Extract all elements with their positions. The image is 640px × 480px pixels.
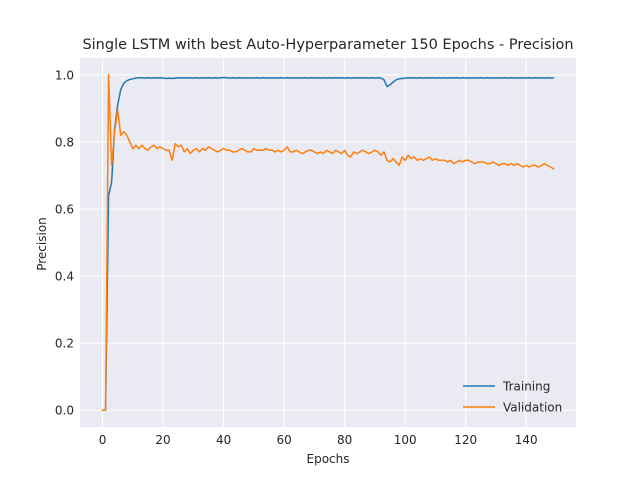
- series-layer: [101, 74, 555, 411]
- y-tick-label: 1.0: [55, 68, 74, 82]
- series-line-training: [101, 76, 555, 411]
- x-axis-ticks: 0 20 40 60 80 100 120 140: [99, 433, 538, 447]
- series-line-validation: [101, 74, 555, 411]
- x-tick-label: 120: [454, 433, 477, 447]
- x-tick-label: 40: [216, 433, 231, 447]
- x-tick-label: 140: [515, 433, 538, 447]
- y-axis-label: Precision: [35, 217, 49, 271]
- chart-title: Single LSTM with best Auto-Hyperparamete…: [82, 37, 573, 53]
- y-tick-label: 0.2: [55, 337, 74, 351]
- x-tick-label: 80: [337, 433, 352, 447]
- x-axis-label: Epochs: [307, 452, 350, 466]
- x-tick-label: 60: [276, 433, 291, 447]
- y-tick-label: 0.8: [55, 135, 74, 149]
- legend-label-validation: Validation: [503, 401, 562, 415]
- y-tick-label: 0.0: [55, 404, 74, 418]
- legend-label-training: Training: [502, 380, 550, 394]
- grid: [80, 58, 576, 427]
- x-tick-label: 20: [155, 433, 170, 447]
- x-tick-label: 100: [394, 433, 417, 447]
- y-axis-ticks: 0.0 0.2 0.4 0.6 0.8 1.0: [55, 68, 74, 417]
- plot-area: [80, 58, 576, 427]
- legend: Training Validation: [463, 380, 562, 415]
- y-tick-label: 0.6: [55, 202, 74, 216]
- y-tick-label: 0.4: [55, 270, 74, 284]
- x-tick-label: 0: [99, 433, 107, 447]
